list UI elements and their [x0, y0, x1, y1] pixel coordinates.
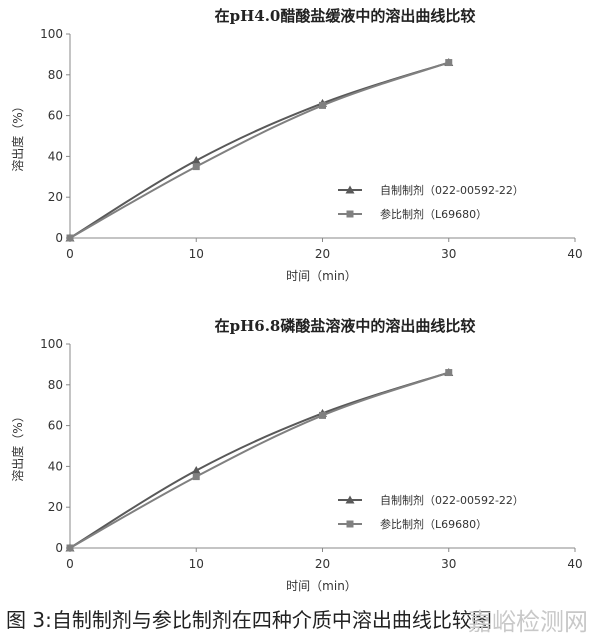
legend-label: 自制制剂（022-00592-22）	[380, 493, 524, 507]
x-tick-label: 40	[567, 247, 582, 261]
y-tick-label: 20	[48, 190, 63, 204]
series-square	[66, 369, 453, 552]
y-tick-label: 0	[55, 231, 63, 245]
y-tick-label: 60	[48, 419, 63, 433]
data-point	[192, 163, 200, 171]
series-square	[66, 59, 453, 242]
y-tick-label: 20	[48, 500, 63, 514]
data-point	[191, 155, 201, 164]
y-tick-label: 80	[48, 68, 63, 82]
y-tick-label: 80	[48, 378, 63, 392]
x-tick-label: 30	[441, 557, 456, 571]
data-point	[445, 59, 453, 67]
series-line	[69, 61, 450, 239]
y-tick-label: 100	[40, 27, 63, 41]
series-line	[69, 371, 450, 549]
data-point	[192, 473, 200, 481]
x-axis-label: 时间（min）	[286, 269, 357, 283]
legend-marker	[345, 185, 355, 194]
y-tick-label: 40	[48, 459, 63, 473]
data-point	[319, 101, 326, 109]
x-tick-label: 30	[441, 247, 456, 261]
watermark: 嘉峪检测网	[468, 608, 588, 636]
data-point	[319, 411, 326, 419]
x-tick-label: 10	[189, 557, 204, 571]
legend-marker	[346, 210, 354, 218]
y-tick-label: 100	[40, 337, 63, 351]
x-tick-label: 0	[66, 557, 74, 571]
data-point	[66, 544, 74, 552]
legend-label: 参比制剂（L69680）	[380, 517, 487, 531]
legend-label: 自制制剂（022-00592-22）	[380, 183, 524, 197]
figure-caption: 图 3:自制制剂与参比制剂在四种介质中溶出曲线比较图	[6, 608, 492, 632]
data-point	[191, 465, 201, 474]
data-point	[445, 369, 453, 377]
x-tick-label: 20	[315, 557, 330, 571]
y-tick-label: 40	[48, 149, 63, 163]
legend-label: 参比制剂（L69680）	[380, 207, 487, 221]
x-tick-label: 20	[315, 247, 330, 261]
legend-marker	[346, 520, 354, 528]
legend-marker	[345, 495, 355, 504]
chart-title: 在pH4.0醋酸盐缓液中的溶出曲线比较	[215, 7, 476, 25]
chart-ph6-8: 在pH6.8磷酸盐溶液中的溶出曲线比较 0 20 40 60 80 100 0 10 20 30 40…	[10, 317, 583, 593]
data-point	[66, 234, 74, 242]
y-axis-label: 溶出度（%）	[10, 100, 25, 171]
y-tick-label: 0	[55, 541, 63, 555]
chart-ph4: 在pH4.0醋酸盐缓液中的溶出曲线比较 0 20 40 60 80 100 0 10 20 30 40…	[10, 7, 583, 283]
x-tick-label: 40	[567, 557, 582, 571]
y-axis-label: 溶出度（%）	[10, 410, 25, 481]
x-tick-label: 10	[189, 247, 204, 261]
chart-title: 在pH6.8磷酸盐溶液中的溶出曲线比较	[215, 317, 476, 335]
x-axis-label: 时间（min）	[286, 579, 357, 593]
x-tick-label: 0	[66, 247, 74, 261]
y-tick-label: 60	[48, 109, 63, 123]
